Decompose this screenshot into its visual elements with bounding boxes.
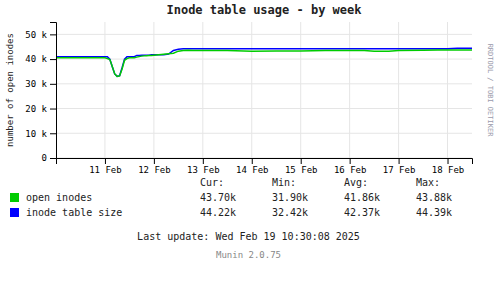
y-tick-label: 30 k — [25, 79, 47, 89]
stats-value: 43.70k — [200, 192, 236, 203]
y-tick-label: 10 k — [25, 129, 47, 139]
grid-line-x — [300, 22, 301, 158]
legend-entry: inode table size — [26, 207, 122, 218]
x-tick: 14 Feb — [236, 158, 269, 175]
stats-value: 31.90k — [272, 192, 308, 203]
grid-line-x — [104, 22, 105, 158]
y-tick-label: 40 k — [25, 54, 47, 64]
y-tick: 0 — [42, 153, 56, 163]
last-update: Last update: Wed Feb 19 10:30:08 2025 — [137, 231, 360, 242]
x-axis: 11 Feb 12 Feb 13 Feb 14 Feb 15 Feb 16 Feb 17 F… — [57, 158, 473, 175]
x-tick-mark — [399, 158, 400, 164]
y-tick-mark — [50, 34, 56, 35]
grid — [56, 22, 472, 158]
x-tick-mark — [154, 158, 155, 164]
grid-line-x — [202, 22, 203, 158]
legend-swatch — [10, 193, 19, 202]
y-tick: 20 k — [25, 104, 56, 114]
grid-line-y — [56, 34, 472, 35]
y-tick-label: 50 k — [25, 30, 47, 40]
y-tick: 10 k — [25, 129, 56, 139]
x-tick: 13 Feb — [187, 158, 220, 175]
series-line — [56, 48, 472, 76]
x-tick: 16 Feb — [334, 158, 367, 175]
grid-line-x — [447, 22, 448, 158]
stats-value: 32.42k — [272, 207, 308, 218]
y-tick-mark — [50, 59, 56, 60]
grid-line-x — [398, 22, 399, 158]
title: Inode table usage - by week — [166, 3, 362, 17]
lines — [56, 48, 472, 76]
y-tick-label: 0 — [42, 153, 47, 163]
y-axis: 0 10 k 20 k 30 k 40 k 50 k — [25, 23, 56, 164]
stats-value: 41.86k — [344, 192, 380, 203]
y-tick: 30 k — [25, 79, 56, 89]
stats-header: Max: — [416, 177, 440, 188]
series-line — [56, 50, 472, 76]
legend: Cur: Min: Avg: Max: open inodes 43.70k 31.90k 4… — [10, 177, 452, 218]
grid-line-x — [349, 22, 350, 158]
grid-line-y — [56, 108, 472, 109]
x-tick-label: 13 Feb — [187, 165, 220, 175]
grid-line-x — [251, 22, 252, 158]
stats-value: 44.39k — [416, 207, 452, 218]
grid-line-y — [56, 59, 472, 60]
x-tick-label: 17 Feb — [383, 165, 416, 175]
legend-swatch — [10, 208, 19, 217]
stats-header: Cur: — [200, 177, 224, 188]
stats-header: Min: — [272, 177, 296, 188]
chart: 11 Feb 12 Feb 13 Feb 14 Feb 15 Feb 16 Feb 17 F… — [0, 0, 497, 287]
x-tick: 12 Feb — [138, 158, 171, 175]
x-axis-line — [57, 159, 473, 165]
y-tick-label: 20 k — [25, 104, 47, 114]
grid-line-y — [56, 133, 472, 134]
legend-entry: open inodes — [26, 192, 92, 203]
stats-value: 44.22k — [200, 207, 236, 218]
x-tick-label: 11 Feb — [89, 165, 122, 175]
x-tick-label: 16 Feb — [334, 165, 367, 175]
x-tick: 17 Feb — [383, 158, 416, 175]
footer: Munin 2.0.75 — [216, 250, 281, 260]
y-axis-line — [50, 23, 57, 159]
x-tick-mark — [350, 158, 351, 164]
x-tick-label: 12 Feb — [138, 165, 171, 175]
y-tick-mark — [50, 158, 56, 159]
x-tick: 15 Feb — [285, 158, 318, 175]
y-tick-mark — [50, 109, 56, 110]
x-tick-mark — [105, 158, 106, 164]
x-tick-label: 18 Feb — [432, 165, 465, 175]
watermark: RRDTOOL / TOBI OETIKER — [486, 44, 494, 138]
x-tick: 11 Feb — [89, 158, 122, 175]
x-tick: 18 Feb — [432, 158, 465, 175]
x-tick-mark — [301, 158, 302, 164]
y-tick-mark — [50, 133, 56, 134]
stats-value: 43.88k — [416, 192, 452, 203]
grid-line-x — [153, 22, 154, 158]
x-tick-mark — [252, 158, 253, 164]
grid-line-y — [56, 83, 472, 84]
y-tick-mark — [50, 84, 56, 85]
stats-value: 42.37k — [344, 207, 380, 218]
y-tick: 50 k — [25, 30, 56, 40]
x-tick-mark — [448, 158, 449, 164]
x-tick-mark — [203, 158, 204, 164]
x-tick-label: 15 Feb — [285, 165, 318, 175]
x-tick-label: 14 Feb — [236, 165, 269, 175]
y-axis-title: number of open inodes — [5, 33, 15, 147]
stats-header: Avg: — [344, 177, 368, 188]
y-tick: 40 k — [25, 54, 56, 64]
